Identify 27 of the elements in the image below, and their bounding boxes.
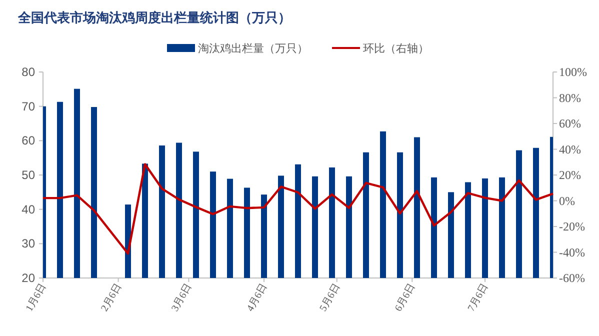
y-tick-label: 50 <box>22 168 36 182</box>
x-tick-label: 6月6日 <box>393 282 418 314</box>
chart-title: 全国代表市场淘汰鸡周度出栏量统计图（万只） <box>17 10 291 25</box>
x-tick-label: 2月6日 <box>99 282 124 314</box>
y2-tick-label: 60% <box>559 116 581 130</box>
line-series <box>42 163 554 255</box>
y-tick-label: 30 <box>22 236 36 251</box>
y2-tick-label: 20% <box>559 168 581 182</box>
y2-tick-label: -20% <box>559 220 585 234</box>
x-tick-label: 4月6日 <box>245 282 270 314</box>
y-tick-label: 40 <box>22 202 36 216</box>
y2-tick-label: -40% <box>559 245 585 260</box>
legend-label: 淘汰鸡出栏量（万只） <box>198 42 308 55</box>
x-tick-label: 5月6日 <box>318 282 342 314</box>
legend-label: 环比（右轴） <box>363 42 429 55</box>
y2-tick-label: 0% <box>559 194 575 208</box>
y2-tick-label: 80% <box>559 90 581 105</box>
y2-tick-label: -60% <box>559 271 585 285</box>
x-tick-label: 7月6日 <box>466 282 491 314</box>
x-tick-label: 3月6日 <box>170 282 194 314</box>
x-tick-label: 1月6日 <box>24 282 49 314</box>
y2-tick-label: 40% <box>559 142 581 156</box>
y-tick-label: 60 <box>22 134 36 148</box>
y-tick-label: 70 <box>22 99 36 114</box>
y-tick-label: 20 <box>22 271 36 285</box>
y-tick-label: 80 <box>22 65 36 79</box>
y2-tick-label: 100% <box>559 65 587 79</box>
